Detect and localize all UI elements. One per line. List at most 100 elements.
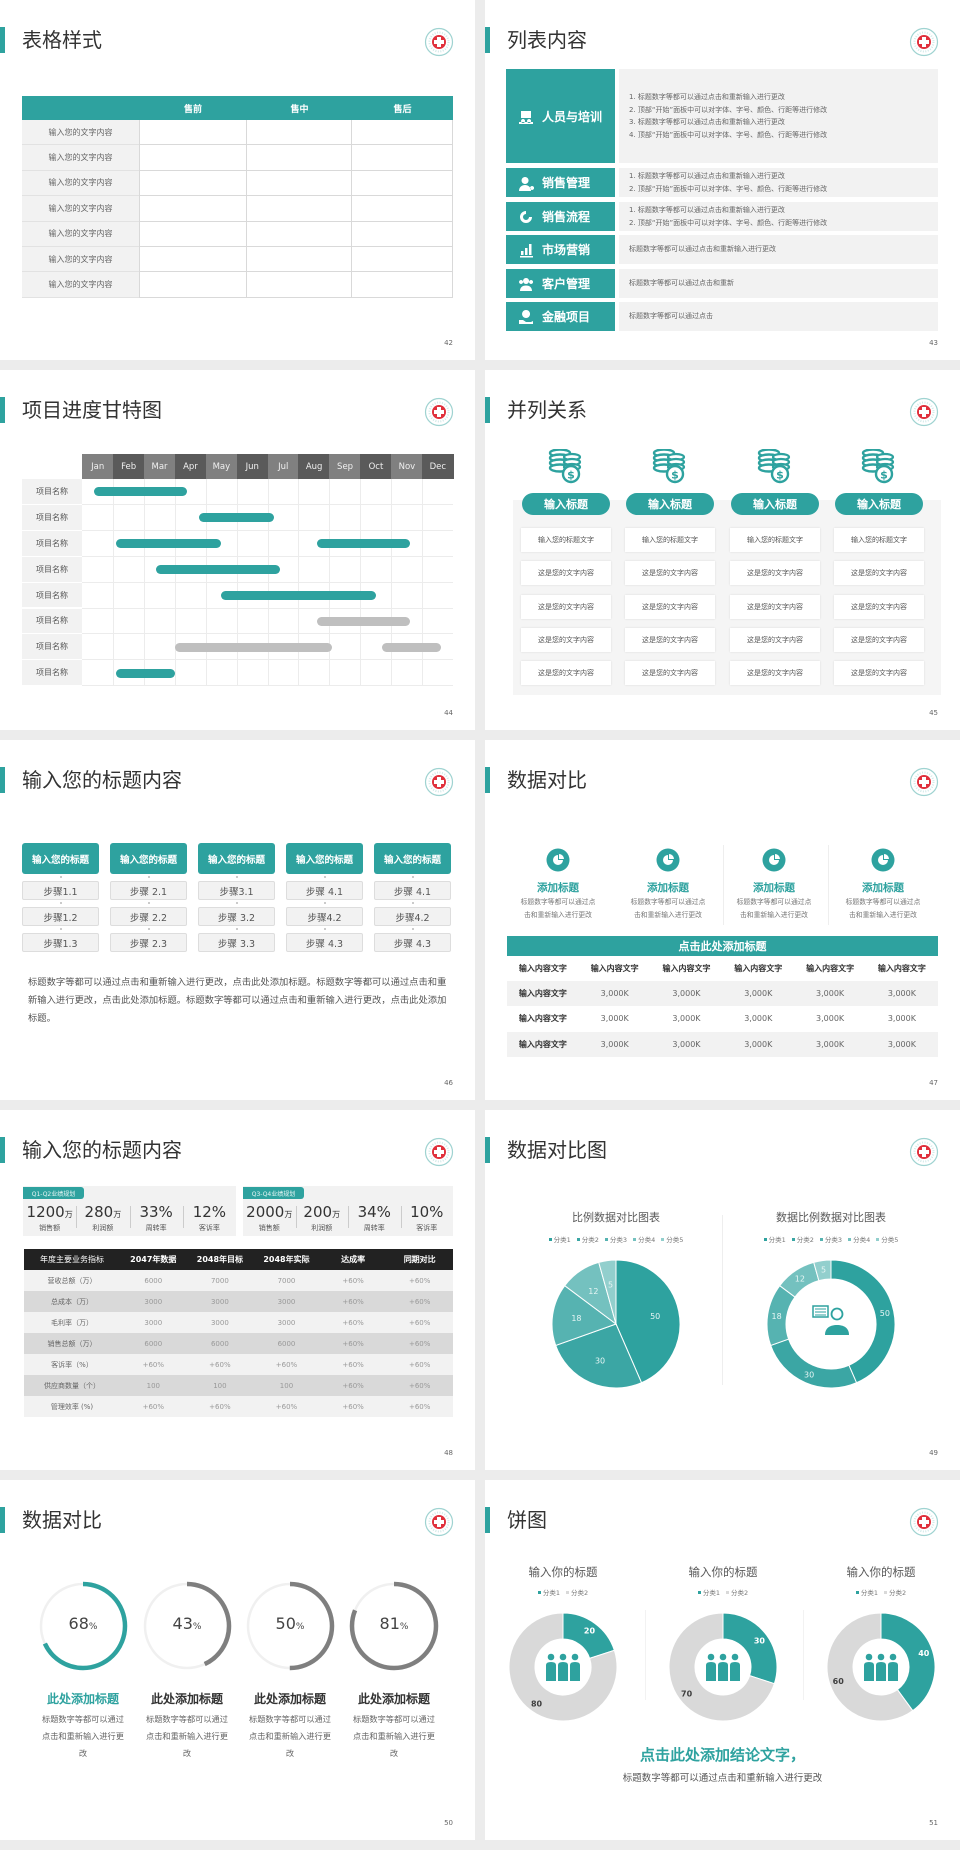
gantt-bar-active[interactable] (199, 513, 274, 523)
table-cell[interactable] (247, 170, 352, 197)
table-cell[interactable] (352, 145, 453, 171)
list-item-4[interactable]: 市场营销 (506, 235, 615, 264)
gantt-bar-active[interactable] (156, 565, 280, 575)
step-column-heading[interactable]: 输入您的标题 (110, 843, 187, 874)
step-box[interactable]: 步骤4.2 (374, 907, 451, 926)
connector-dot (324, 876, 326, 878)
slide-51: 饼图 51 输入你的标题 分类1 分类2 20 80 输入你的标题 分类1 分类2 30 70 输入你的… (485, 1480, 960, 1840)
step-column-heading[interactable]: 输入您的标题 (286, 843, 363, 874)
ring-description: 标题数字等都可以通过点击和重新输入进行更改 (146, 1714, 228, 1758)
list-item-2[interactable]: 销售管理 (506, 168, 615, 197)
table-row (24, 1312, 453, 1333)
table-cell[interactable] (139, 221, 247, 247)
connector-dot (60, 928, 62, 930)
table-cell[interactable] (352, 170, 453, 197)
connector-dot (412, 928, 414, 930)
kpi-label: 客诉率 (198, 1224, 220, 1232)
table-cell[interactable] (139, 247, 247, 273)
gantt-bar-active[interactable] (94, 487, 188, 497)
grid-row-line (82, 581, 454, 583)
step-column-heading[interactable]: 输入您的标题 (374, 843, 451, 874)
slice-分类2 (668, 1612, 775, 1722)
step-box[interactable]: 步骤1.1 (22, 881, 99, 900)
table-cell[interactable] (247, 272, 352, 298)
step-box[interactable]: 步骤 3.2 (198, 907, 275, 926)
ring-title: 此处添加标题 (253, 1692, 326, 1706)
hospital-logo-icon (424, 1507, 454, 1541)
gantt-bar-planned[interactable] (316, 616, 410, 626)
ring-title: 此处添加标题 (357, 1692, 430, 1706)
table-cell: 3000 (210, 1297, 229, 1306)
slice-分类3 (551, 1284, 618, 1347)
step-box[interactable]: 步骤 2.3 (110, 933, 187, 952)
table-cell[interactable] (139, 170, 247, 197)
step-box[interactable]: 步骤1.2 (22, 907, 99, 926)
step-box[interactable]: 步骤 4.1 (374, 881, 451, 900)
ring-description: 标题数字等都可以通过点击和重新输入进行更改 (353, 1714, 435, 1758)
gantt-bar-active[interactable] (116, 539, 222, 549)
step-column-heading[interactable]: 输入您的标题 (22, 843, 99, 874)
list-item-5[interactable]: 客户管理 (506, 269, 615, 298)
feature-title: 添加标题 (753, 882, 795, 894)
list-item-3[interactable]: 销售流程 (506, 202, 615, 231)
data-label: 12 (588, 1287, 598, 1296)
table-cell: +60% (342, 1297, 364, 1306)
list-item-6[interactable]: 金融项目 (506, 302, 615, 331)
step-box[interactable]: 步骤 4.3 (286, 933, 363, 952)
table-cell[interactable] (352, 272, 453, 298)
list-item-1[interactable]: 人员与培训 (506, 69, 615, 163)
column-heading-pill[interactable]: 输入标题 (522, 493, 610, 515)
step-box[interactable]: 步骤1.3 (22, 933, 99, 952)
step-box[interactable]: 步骤4.2 (286, 907, 363, 926)
table-cell[interactable] (352, 120, 453, 146)
slide-43: 列表内容 43 人员与培训 1. 标题数字等都可以通过点击和重新输入进行更改 2. 顶部… (485, 0, 960, 360)
chart-title: 输入你的标题 (846, 1565, 916, 1579)
legend-label: 分类5 (666, 1236, 684, 1244)
table-cell[interactable] (352, 247, 453, 273)
table-cell: 6000 (144, 1339, 163, 1348)
step-column-heading[interactable]: 输入您的标题 (198, 843, 275, 874)
slide-42: 表格样式 42 售前 售中 售后 输入您的文字内容 输入您的文字内容 输入您的文字内容 输入您的… (0, 0, 475, 360)
table-cell[interactable] (139, 196, 247, 222)
gantt-bar-planned[interactable] (174, 642, 333, 652)
step-box[interactable]: 步骤 4.1 (286, 881, 363, 900)
table-cell[interactable] (352, 221, 453, 247)
table-cell: +60% (342, 1339, 364, 1348)
ring-value: 81% (354, 1614, 434, 1633)
table-cell[interactable] (352, 196, 453, 222)
content-cell: 输入您的标题文字 (625, 528, 715, 552)
month-header-apr: Apr (174, 454, 207, 479)
table-cell[interactable] (247, 196, 352, 222)
step-box[interactable]: 步骤 4.3 (374, 933, 451, 952)
step-box[interactable]: 步骤3.1 (198, 881, 275, 900)
table-cell[interactable] (139, 120, 247, 146)
table-cell[interactable] (247, 120, 352, 146)
step-box[interactable]: 步骤 2.2 (110, 907, 187, 926)
conclusion-text: 点击此处添加结论文字， (639, 1746, 805, 1764)
table-cell[interactable] (139, 272, 247, 298)
legend-item: 分类5 (876, 1234, 898, 1244)
gantt-bar-planned[interactable] (381, 642, 441, 652)
step-box[interactable]: 步骤 2.1 (110, 881, 187, 900)
users-icon (518, 276, 534, 296)
column-heading-pill[interactable]: 输入标题 (731, 493, 819, 515)
table-cell[interactable] (139, 145, 247, 171)
column-heading-pill[interactable]: 输入标题 (835, 493, 923, 515)
content-cell: 这是您的文字内容 (834, 628, 924, 652)
column-heading-pill[interactable]: 输入标题 (626, 493, 714, 515)
table-cell[interactable] (247, 145, 352, 171)
table-row (24, 1354, 453, 1375)
table-cell: +60% (408, 1276, 431, 1285)
table-cell: +60% (408, 1339, 431, 1348)
pie-chart-icon (871, 848, 895, 876)
table-cell: 3,000K (816, 989, 845, 999)
step-box[interactable]: 步骤 3.3 (198, 933, 275, 952)
table-caption[interactable]: 点击此处添加标题 (507, 936, 938, 956)
progress-ring (141, 1580, 233, 1676)
table-cell[interactable] (247, 247, 352, 273)
table-cell: 100 (279, 1381, 294, 1390)
gantt-bar-active[interactable] (316, 539, 410, 549)
table-cell[interactable] (247, 221, 352, 247)
gantt-bar-active[interactable] (221, 591, 376, 601)
gantt-bar-active[interactable] (116, 668, 175, 678)
